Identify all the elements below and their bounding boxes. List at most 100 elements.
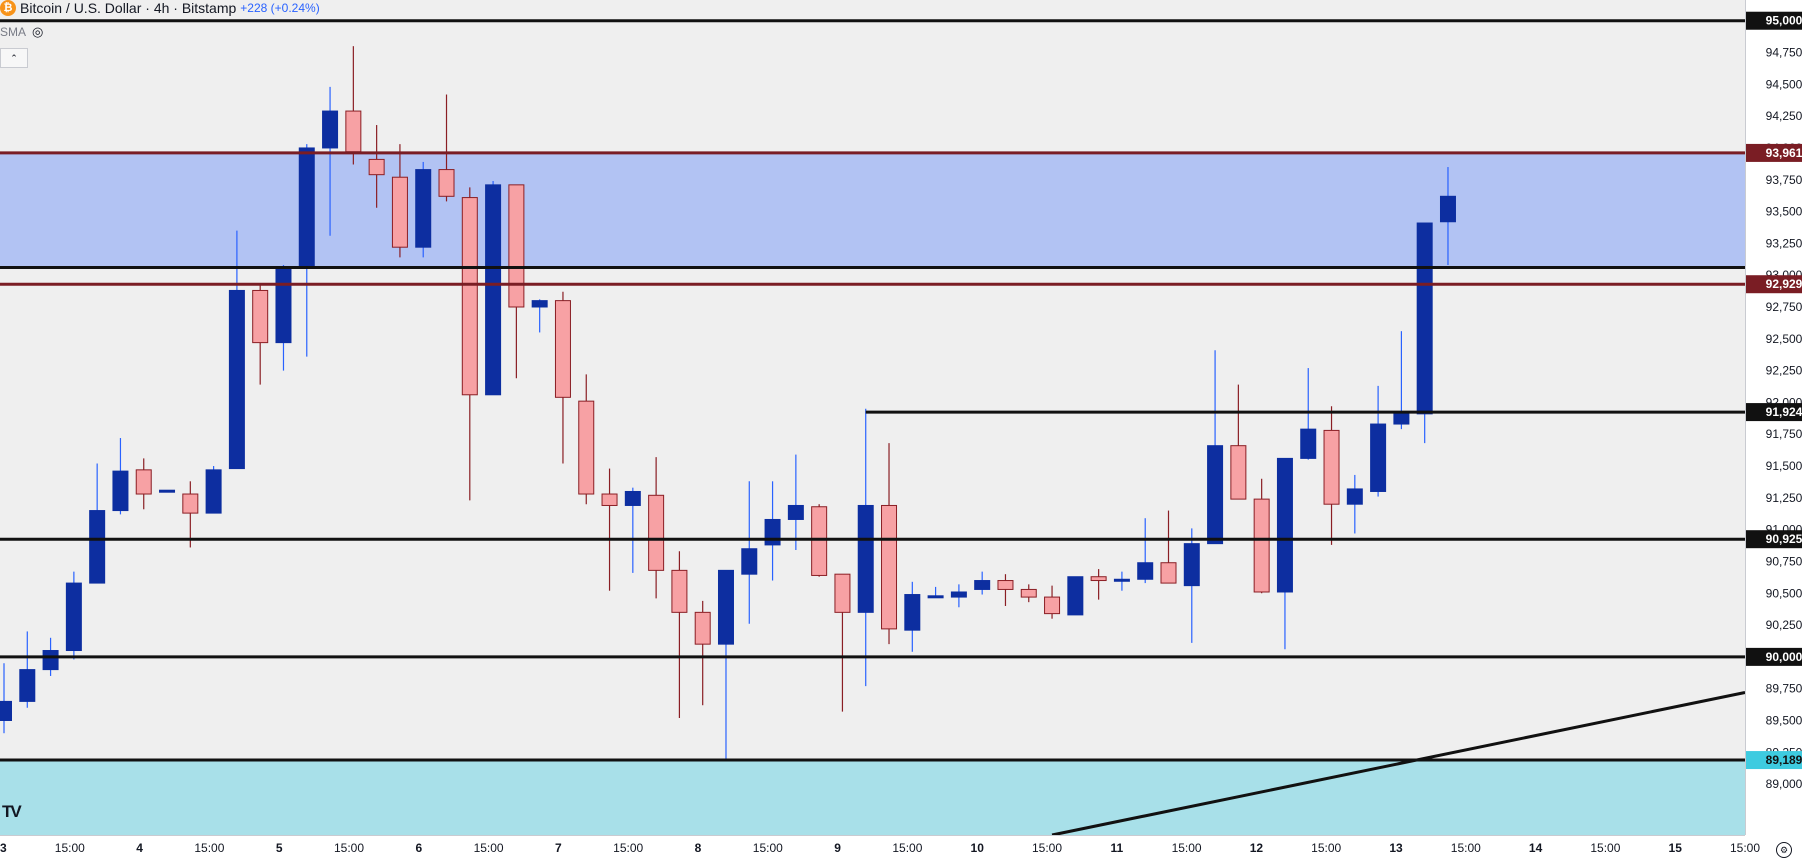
bullish-candle (624, 490, 641, 506)
symbol-legend[interactable]: ₿ Bitcoin / U.S. Dollar · 4h · Bitstamp … (0, 0, 320, 16)
bearish-candle (438, 169, 455, 197)
bullish-candle (65, 582, 82, 652)
indicator-row[interactable]: SMA ◎ (0, 24, 43, 40)
time-tick-label: 3 (0, 841, 7, 855)
time-tick-label: 8 (695, 841, 702, 855)
price-tick-label: 93,500 (1766, 205, 1803, 219)
price-zone (0, 760, 1745, 835)
time-tick-label: 6 (415, 841, 422, 855)
bearish-candle (1323, 429, 1340, 505)
bullish-candle (741, 548, 758, 575)
bullish-candle (904, 594, 921, 631)
bullish-candle (1439, 195, 1456, 223)
bullish-candle (485, 184, 502, 396)
time-tick-label: 15:00 (1451, 841, 1481, 855)
time-axis (0, 835, 1803, 858)
price-tick-label: 90,750 (1766, 554, 1803, 568)
price-tick-label: 91,250 (1766, 491, 1803, 505)
bearish-candle (648, 494, 665, 571)
price-tick-label: 92,750 (1766, 300, 1803, 314)
eye-hidden-icon[interactable]: ◎ (32, 24, 44, 39)
price-level-tag-label: 95,000 (1766, 14, 1803, 28)
bullish-candle (857, 504, 874, 613)
indicator-label: SMA (0, 25, 27, 39)
bearish-candle (997, 580, 1014, 590)
bullish-candle (764, 518, 781, 546)
price-tick-label: 89,000 (1766, 777, 1803, 791)
collapse-legend-button[interactable]: ⌃ (0, 48, 28, 68)
price-level-tag (1746, 647, 1802, 666)
price-level-tag-label: 91,924 (1766, 405, 1803, 419)
bullish-candle (974, 580, 991, 590)
bullish-candle (1393, 413, 1410, 425)
time-tick-label: 15:00 (474, 841, 504, 855)
bearish-candle (345, 110, 362, 153)
bearish-candle (391, 176, 408, 248)
time-tick-label: 13 (1389, 841, 1403, 855)
time-tick-label: 15:00 (892, 841, 922, 855)
time-tick-label: 15:00 (1311, 841, 1341, 855)
price-level-tag (1746, 11, 1802, 30)
bearish-candle (1230, 445, 1247, 500)
bearish-candle (671, 569, 688, 613)
time-tick-label: 15:00 (1730, 841, 1760, 855)
bullish-candle (1067, 576, 1084, 616)
bearish-candle (578, 400, 595, 495)
bullish-candle (1113, 578, 1130, 582)
time-tick-label: 5 (276, 841, 283, 855)
bearish-candle (1160, 562, 1177, 584)
price-change: +228 (+0.24%) (240, 1, 320, 15)
bullish-candle (1137, 562, 1154, 580)
bullish-candle (1416, 222, 1433, 415)
bearish-candle (461, 197, 478, 396)
bearish-candle (252, 289, 269, 344)
bullish-candle (1370, 423, 1387, 492)
price-tick-label: 94,500 (1766, 77, 1803, 91)
time-tick-label: 15:00 (1590, 841, 1620, 855)
price-tick-label: 93,750 (1766, 173, 1803, 187)
bullish-candle (787, 504, 804, 520)
time-tick-label: 15:00 (1032, 841, 1062, 855)
bearish-candle (508, 184, 525, 308)
plot-area (0, 0, 1745, 835)
symbol-title: Bitcoin / U.S. Dollar · 4h · Bitstamp (20, 0, 237, 16)
bullish-candle (42, 650, 59, 671)
bullish-candle (1183, 543, 1200, 587)
bearish-candle (135, 469, 152, 495)
bearish-candle (881, 504, 898, 630)
price-tick-label: 89,750 (1766, 682, 1803, 696)
bullish-candle (275, 267, 292, 344)
bullish-candle (228, 289, 245, 470)
time-tick-label: 4 (136, 841, 143, 855)
price-tick-label: 94,250 (1766, 109, 1803, 123)
bearish-candle (554, 300, 571, 398)
price-zone (0, 152, 1745, 268)
time-tick-label: 15 (1669, 841, 1683, 855)
time-tick-label: 14 (1529, 841, 1543, 855)
bullish-candle (1346, 488, 1363, 505)
price-level-tag (1746, 403, 1802, 422)
bullish-candle (950, 591, 967, 598)
price-tick-label: 91,750 (1766, 427, 1803, 441)
time-tick-label: 15:00 (613, 841, 643, 855)
time-tick-label: 15:00 (334, 841, 364, 855)
tradingview-logo: TV (2, 802, 22, 821)
price-tick-label: 92,500 (1766, 332, 1803, 346)
bearish-candle (834, 573, 851, 613)
bullish-candle (159, 489, 176, 493)
bearish-candle (694, 611, 711, 645)
price-tick-label: 89,500 (1766, 713, 1803, 727)
bearish-candle (601, 493, 618, 506)
price-level-tag-label: 92,929 (1766, 277, 1803, 291)
time-tick-label: 15:00 (55, 841, 85, 855)
gear-icon[interactable]: ⚙ (1776, 842, 1792, 858)
bearish-candle (1090, 576, 1107, 582)
time-tick-label: 10 (971, 841, 985, 855)
bullish-candle (1300, 428, 1317, 459)
bearish-candle (1253, 498, 1270, 593)
bullish-candle (205, 469, 222, 514)
bullish-candle (927, 595, 944, 599)
bullish-candle (717, 569, 734, 645)
bullish-candle (322, 110, 339, 149)
